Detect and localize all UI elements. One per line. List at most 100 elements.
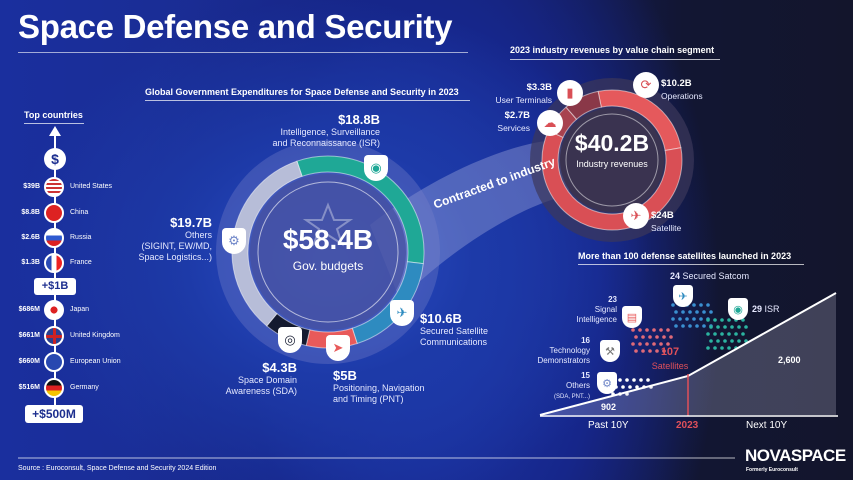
country-value: $2.6B (21, 234, 40, 241)
satellite-dot (674, 310, 678, 314)
satellite-dot (688, 310, 692, 314)
satellite-dot (674, 324, 678, 328)
industry-label-user-terminals: $3.3B User Terminals (495, 82, 552, 105)
satellite-dot (730, 339, 734, 343)
satellite-dot (737, 325, 741, 329)
operations-icon: ⟳ (633, 72, 659, 98)
country-value: $660M (18, 358, 40, 365)
satellite-dot (634, 349, 638, 353)
satellite-dot (625, 378, 629, 382)
satellite-dot (639, 378, 643, 382)
satellite-dot (631, 328, 635, 332)
flag-icon (44, 203, 64, 223)
country-row: $516M Germany (0, 378, 140, 398)
satellite-dot (727, 346, 731, 350)
brand-logo: NOVASPACE (745, 446, 846, 465)
satellite-dot (695, 310, 699, 314)
satellite-dot (652, 328, 656, 332)
dollar-icon: $ (44, 148, 66, 170)
gov-total: $58.4B (282, 224, 374, 255)
satellite-dot (709, 325, 713, 329)
satellite-dot (634, 335, 638, 339)
source-note: Source : Euroconsult, Space Defense and … (18, 465, 217, 472)
satellite-dot (713, 346, 717, 350)
flag-icon (44, 253, 64, 273)
country-value: $8.8B (21, 209, 40, 216)
country-row: $8.8B China (0, 203, 140, 223)
past-value: 902 (601, 402, 617, 412)
country-name: China (70, 209, 89, 216)
satellite-dot (652, 342, 656, 346)
threshold-1b: +$1B (34, 278, 76, 295)
country-name: France (70, 259, 92, 266)
satellite-dot (659, 328, 663, 332)
industry-heading: 2023 industry revenues by value chain se… (510, 45, 715, 55)
signal-icon: ▤ (622, 306, 642, 328)
industry-label-services: $2.7B Services (497, 110, 530, 133)
country-value: $686M (18, 306, 40, 313)
satellite-dot (713, 318, 717, 322)
satellite-dot (723, 339, 727, 343)
satellite-dot (744, 325, 748, 329)
flag-icon (44, 177, 64, 197)
x-label-2023: 2023 (676, 420, 699, 431)
gov-label-pnt: $5B Positioning, Navigation and Timing (PN… (333, 368, 425, 404)
gov-inner-ring (257, 181, 399, 323)
gov-total-label: Gov. budgets (292, 259, 364, 273)
divider (24, 123, 84, 124)
industry-total: $40.2B (574, 130, 650, 156)
country-value: $661M (18, 332, 40, 339)
satellite-dot (706, 303, 710, 307)
satellite-dot (709, 310, 713, 314)
radio-icon: ▮ (557, 80, 583, 106)
gov-label-isr: $18.8B Intelligence, Surveillance and Reco… (272, 112, 380, 148)
x-label-next: Next 10Y (746, 420, 788, 431)
gov-segment (231, 160, 303, 327)
eye-icon: ◉ (728, 298, 748, 320)
satellite-dot (702, 324, 706, 328)
navigation-icon: ➤ (326, 335, 350, 361)
divider (510, 59, 720, 60)
satellite-dot (645, 328, 649, 332)
satellite-dot (699, 317, 703, 321)
satellite-dot (720, 346, 724, 350)
divider (145, 100, 470, 101)
satellite-dot (662, 349, 666, 353)
brand-sub: Formerly Euroconsult (746, 467, 798, 473)
satellite-dot (716, 325, 720, 329)
flag-icon (44, 378, 64, 398)
country-row: $661M United Kingdom (0, 326, 140, 346)
launches-total: 107 (660, 346, 680, 358)
country-value: $1.3B (21, 259, 40, 266)
launch-label-others: 15 Others (SDA, PNT...) (553, 371, 590, 400)
country-row: $660M European Union (0, 352, 140, 372)
satellite-dot (659, 342, 663, 346)
satellite-dot (666, 328, 670, 332)
launch-label-isr: 29 ISR (752, 304, 780, 314)
country-row: $1.3B France (0, 253, 140, 273)
satellite-dot (648, 349, 652, 353)
satellite-dot (727, 318, 731, 322)
satellite-dot (695, 324, 699, 328)
arrow-up-icon (49, 126, 61, 136)
country-name: United States (70, 183, 113, 190)
gears-icon: ⚙ (222, 228, 246, 254)
eye-icon: ◉ (364, 155, 388, 181)
satellite-dot (669, 335, 673, 339)
satellite-dot (641, 349, 645, 353)
cloud-icon: ☁ (537, 110, 563, 136)
country-value: $39B (23, 183, 40, 190)
top-countries-heading: Top countries (24, 110, 83, 120)
satellite-dot (678, 317, 682, 321)
satellite-dot (671, 317, 675, 321)
satellite-dot (666, 342, 670, 346)
country-name: Russia (70, 234, 92, 241)
flag-icon (44, 326, 64, 346)
satellite-dot (681, 324, 685, 328)
satellite-dot (720, 318, 724, 322)
satellite-dot (699, 303, 703, 307)
gov-label-sda: $4.3B Space Domain Awareness (SDA) (225, 360, 297, 396)
industry-inner (560, 108, 664, 212)
satellite-dot (734, 332, 738, 336)
